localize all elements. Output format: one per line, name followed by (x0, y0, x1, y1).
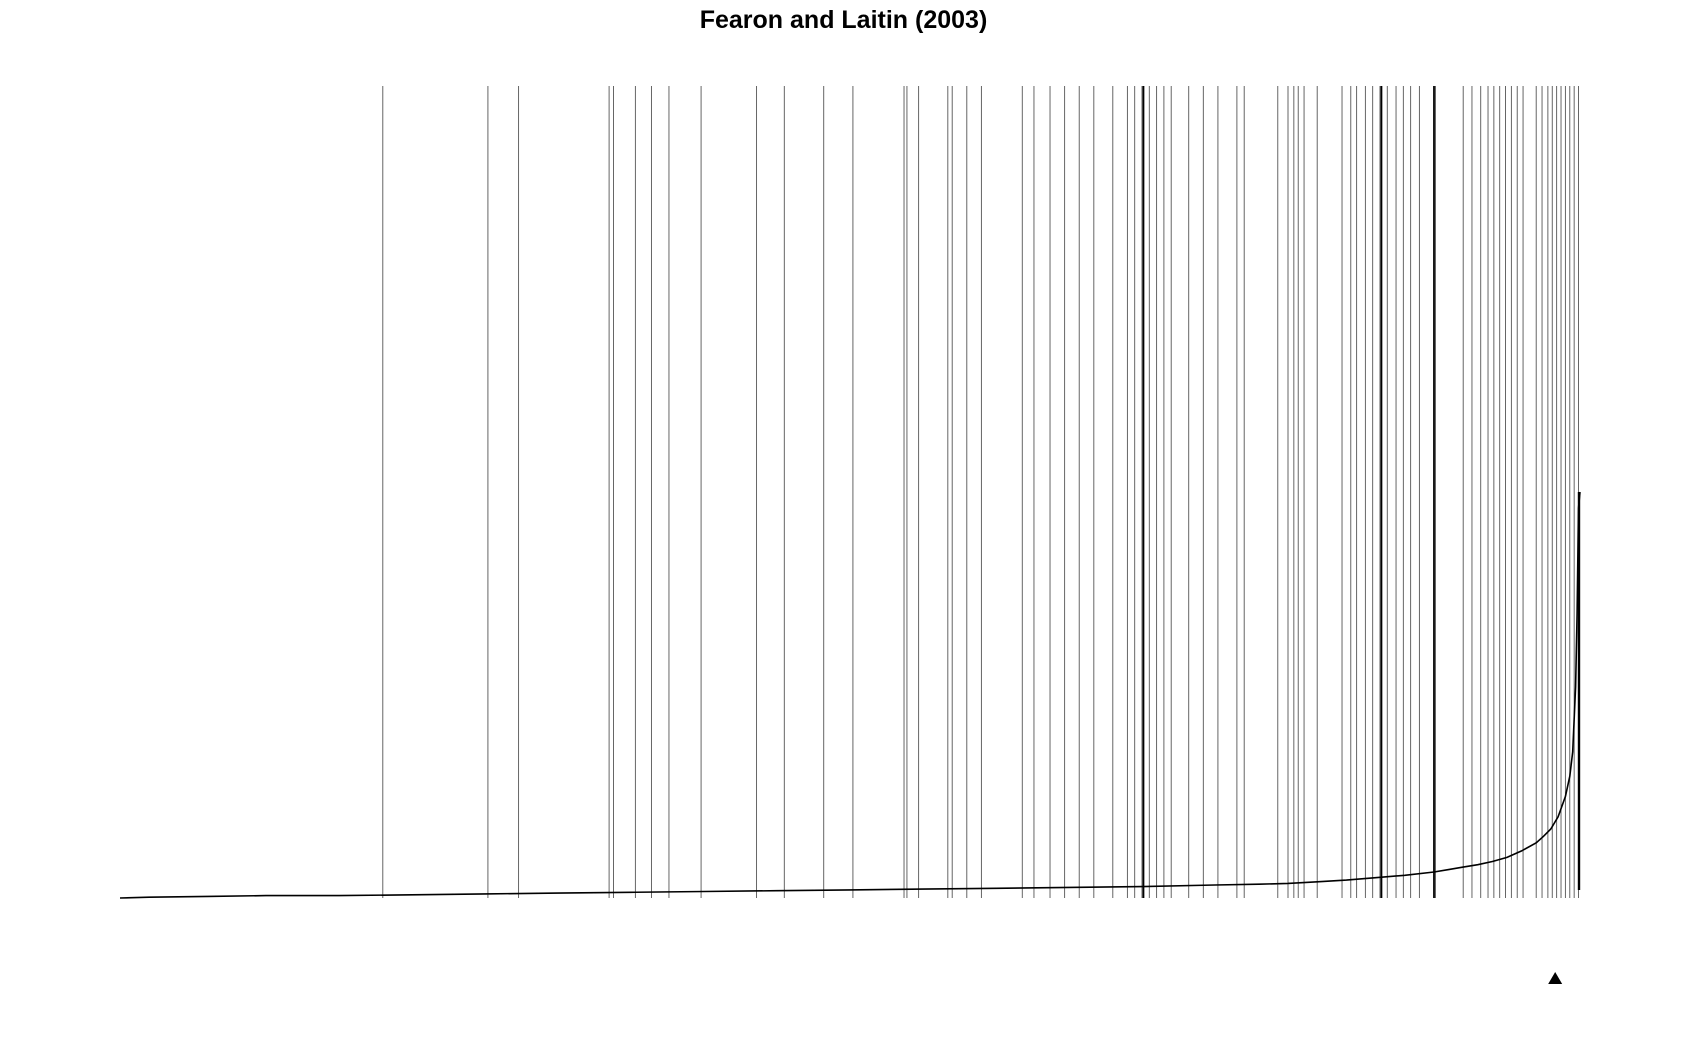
sorted-curve-layer (119, 491, 1581, 899)
triangle-marker-icon (1548, 972, 1563, 984)
chart-title: Fearon and Laitin (2003) (699, 6, 988, 34)
annotation-marker-layer (1548, 972, 1563, 984)
sorted-curve-line (119, 491, 1581, 899)
event-markers (382, 86, 1579, 898)
